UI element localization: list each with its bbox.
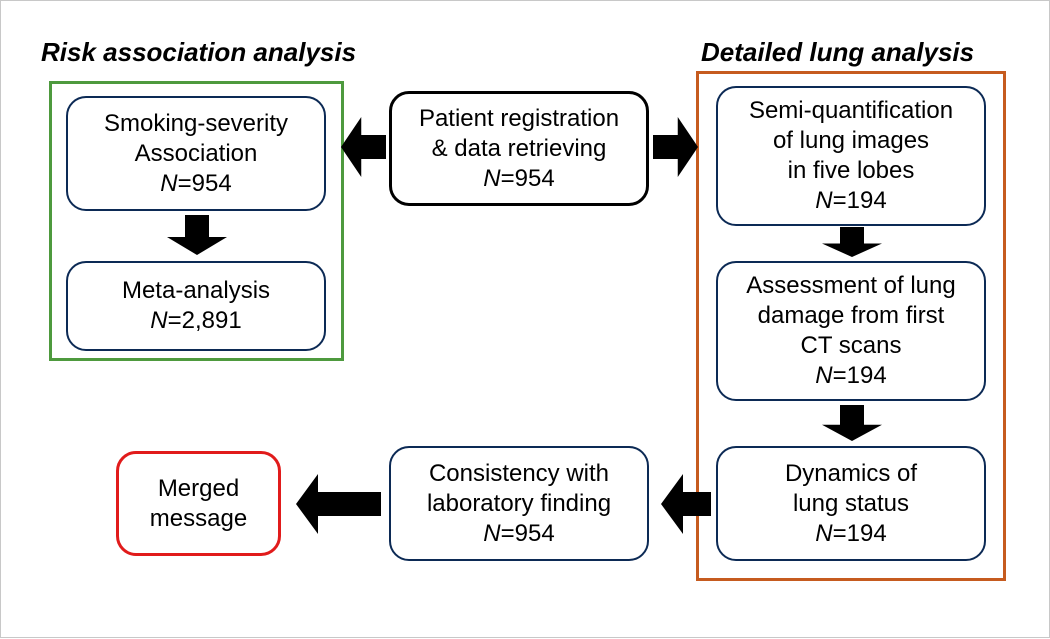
node-merged-message: Mergedmessage [116,451,281,556]
node-smoking-severity: Smoking-severityAssociationN=954 [66,96,326,211]
node-text-line: laboratory finding [427,489,611,519]
node-n-label: N=954 [160,169,231,199]
section-title-detailed: Detailed lung analysis [701,37,974,68]
arrow-consist-to-merged [296,474,381,534]
node-text-line: CT scans [801,331,902,361]
node-text-line: lung status [793,489,909,519]
diagram-canvas: Risk association analysis Detailed lung … [0,0,1050,638]
node-text-line: Dynamics of [785,459,917,489]
node-text-line: Smoking-severity [104,109,288,139]
node-text-line: Assessment of lung [746,271,955,301]
node-dynamics: Dynamics oflung statusN=194 [716,446,986,561]
node-text-line: Consistency with [429,459,609,489]
arrow-center-to-semi [653,117,698,177]
arrow-center-to-smoking [341,117,386,177]
node-assessment: Assessment of lungdamage from firstCT sc… [716,261,986,401]
node-text-line: damage from first [758,301,945,331]
node-semi-quantification: Semi-quantificationof lung imagesin five… [716,86,986,226]
node-text-line: & data retrieving [432,134,607,164]
node-text-line: of lung images [773,126,929,156]
node-text-line: message [150,504,247,534]
node-n-label: N=2,891 [150,306,241,336]
node-consistency: Consistency withlaboratory findingN=954 [389,446,649,561]
node-text-line: Merged [158,474,239,504]
node-text-line: Patient registration [419,104,619,134]
node-text-line: in five lobes [788,156,915,186]
node-n-label: N=954 [483,519,554,549]
node-meta-analysis: Meta-analysisN=2,891 [66,261,326,351]
node-text-line: Association [135,139,258,169]
node-n-label: N=194 [815,519,886,549]
node-n-label: N=954 [483,164,554,194]
node-text-line: Semi-quantification [749,96,953,126]
node-n-label: N=194 [815,361,886,391]
node-text-line: Meta-analysis [122,276,270,306]
section-title-risk: Risk association analysis [41,37,356,68]
node-n-label: N=194 [815,186,886,216]
node-patient-registration: Patient registration& data retrievingN=9… [389,91,649,206]
